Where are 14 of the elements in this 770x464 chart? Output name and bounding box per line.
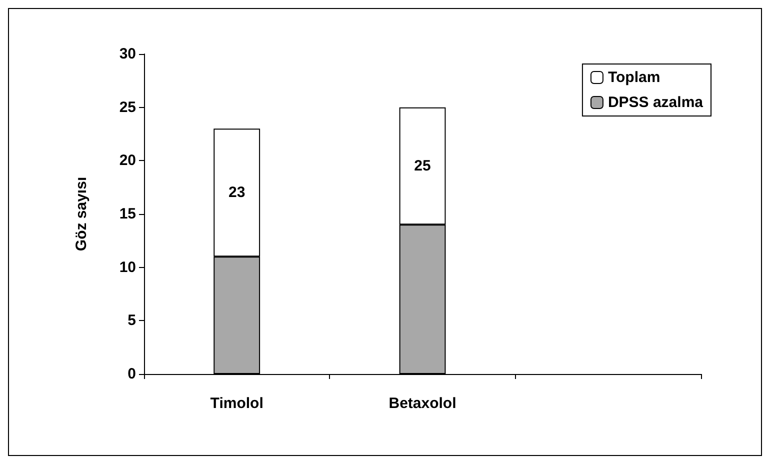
y-tick-label: 10: [119, 258, 136, 276]
y-tick-label: 30: [119, 46, 136, 62]
total-label: 23: [228, 184, 246, 202]
y-tick-label: 0: [128, 366, 136, 382]
y-tick-label: 5: [128, 312, 136, 330]
x-tick-label: Betaxolol: [388, 395, 456, 412]
total-label: 25: [414, 158, 431, 174]
y-axis-title: Göz sayısı: [73, 176, 90, 252]
legend-label: Toplam: [608, 69, 660, 86]
legend-label: DPSS azalma: [608, 94, 704, 111]
y-tick-label: 20: [119, 152, 136, 170]
x-tick-label: Timolol: [210, 395, 264, 412]
y-tick-label: 25: [119, 98, 136, 116]
y-tick-label: 15: [119, 206, 136, 222]
